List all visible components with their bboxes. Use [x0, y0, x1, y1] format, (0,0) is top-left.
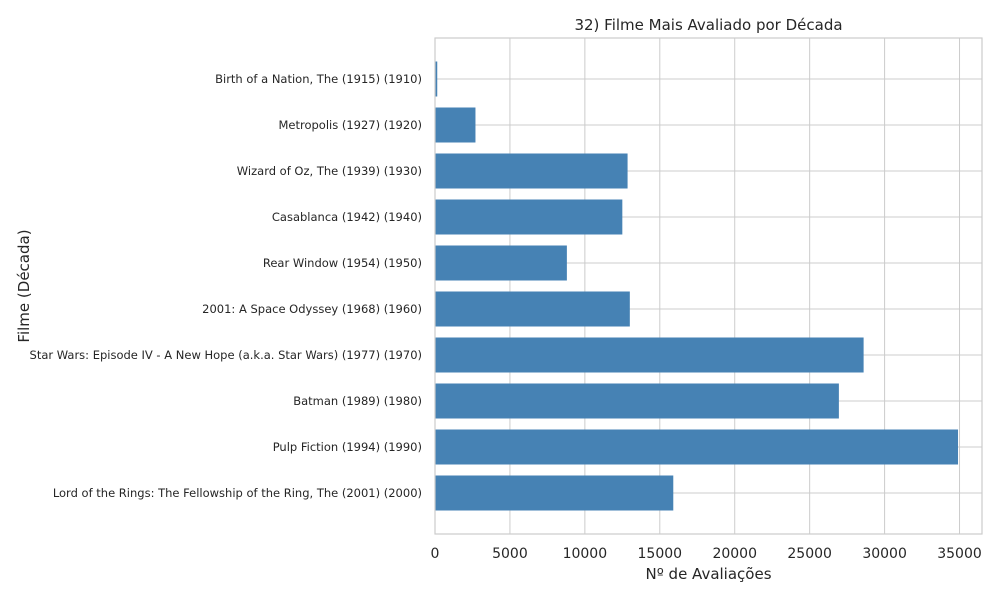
bar — [435, 291, 630, 327]
bar — [435, 61, 438, 97]
y-tick-labels: Birth of a Nation, The (1915) (1910) Metr… — [30, 72, 422, 500]
y-tick-label: Metropolis (1927) (1920) — [278, 118, 422, 132]
x-axis-title: Nº de Avaliações — [645, 565, 771, 583]
bar — [435, 153, 628, 189]
x-tick-label: 30000 — [862, 546, 907, 562]
bars — [435, 61, 959, 511]
bar — [435, 245, 567, 281]
y-tick-label: Wizard of Oz, The (1939) (1930) — [237, 164, 422, 178]
plot-frame — [434, 37, 983, 535]
bar — [435, 107, 476, 143]
x-tick-label: 0 — [431, 546, 440, 562]
y-tick-label: Star Wars: Episode IV - A New Hope (a.k.… — [30, 348, 422, 362]
bar — [435, 383, 839, 419]
chart-title: 32) Filme Mais Avaliado por Década — [574, 16, 842, 34]
x-tick-label: 10000 — [563, 546, 608, 562]
y-tick-label: Pulp Fiction (1994) (1990) — [273, 440, 422, 454]
y-axis-title: Filme (Década) — [15, 229, 33, 342]
x-tick-label: 35000 — [937, 546, 982, 562]
y-tick-label: Rear Window (1954) (1950) — [263, 256, 422, 270]
y-tick-label: 2001: A Space Odyssey (1968) (1960) — [202, 302, 422, 316]
y-tick-label: Casablanca (1942) (1940) — [272, 210, 422, 224]
bar — [435, 429, 959, 465]
y-tick-label: Birth of a Nation, The (1915) (1910) — [215, 72, 422, 86]
bar — [435, 337, 864, 373]
bar — [435, 475, 674, 511]
x-tick-label: 20000 — [712, 546, 757, 562]
x-tick-labels: 0 5000 10000 15000 20000 25000 30000 35000 — [431, 546, 982, 562]
bar — [435, 199, 623, 235]
x-tick-label: 15000 — [638, 546, 683, 562]
x-tick-label: 5000 — [492, 546, 528, 562]
x-tick-label: 25000 — [787, 546, 832, 562]
y-tick-label: Lord of the Rings: The Fellowship of the… — [53, 486, 422, 500]
y-tick-label: Batman (1989) (1980) — [293, 394, 422, 408]
